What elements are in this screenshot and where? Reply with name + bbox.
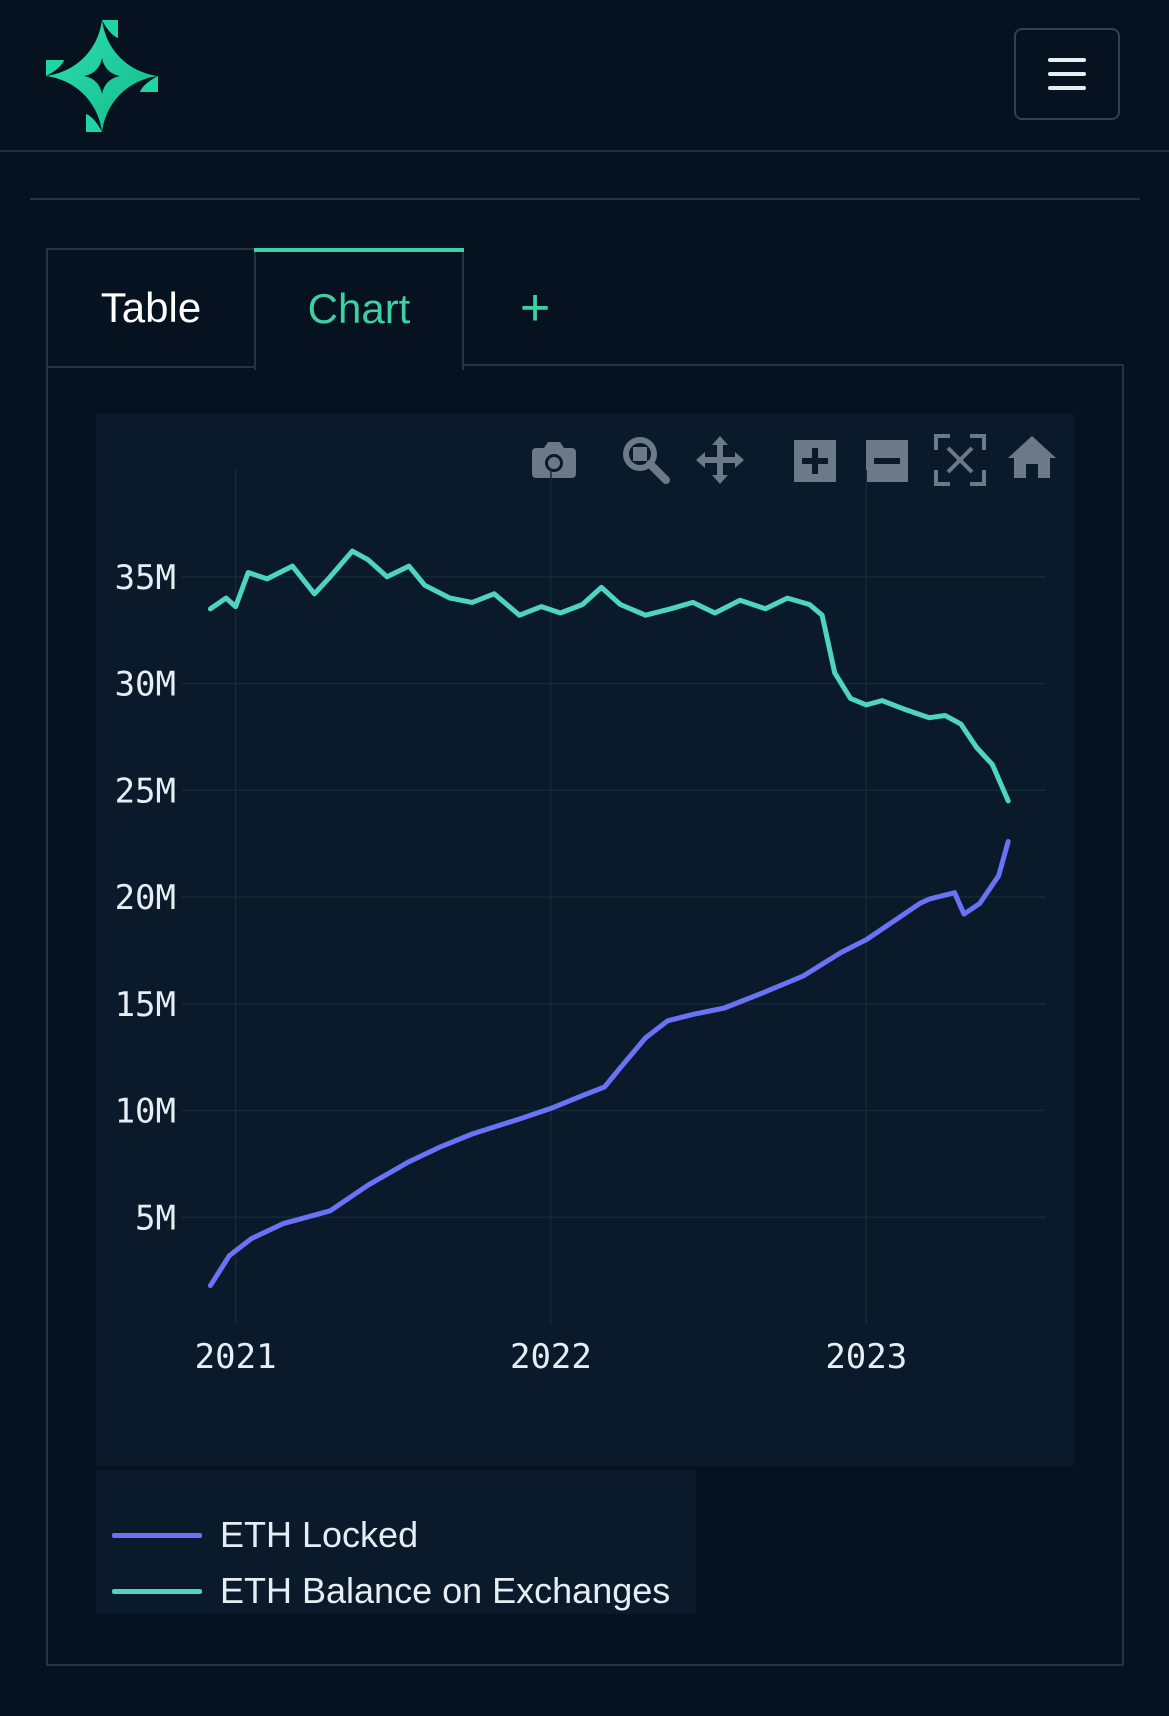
- series-lines: [207, 548, 1011, 1289]
- y-tick-label: 30M: [115, 665, 176, 705]
- camera-icon[interactable]: [532, 442, 576, 478]
- legend: ETH Locked ETH Balance on Exchanges: [96, 1470, 696, 1614]
- zoom-icon[interactable]: [623, 437, 670, 484]
- y-axis: 5M 10M 15M 20M 25M 30M 35M: [115, 558, 176, 1239]
- zoom-in-icon[interactable]: [794, 440, 836, 482]
- y-tick-label: 5M: [135, 1198, 176, 1238]
- y-tick-label: 25M: [115, 771, 176, 811]
- grid: [182, 470, 1046, 1324]
- x-tick-label: 2021: [195, 1337, 277, 1377]
- menu-button[interactable]: [1014, 28, 1120, 120]
- section-divider: [30, 198, 1140, 200]
- reset-home-icon[interactable]: [1008, 436, 1056, 478]
- x-tick-label: 2023: [825, 1337, 907, 1377]
- hamburger-menu-icon: [1048, 58, 1086, 62]
- x-axis: 2021 2022 2023: [195, 1337, 908, 1377]
- legend-swatch: [112, 1588, 202, 1594]
- y-tick-label: 15M: [115, 985, 176, 1025]
- sparkle-logo-icon[interactable]: [46, 20, 158, 132]
- plot-background: [96, 414, 1074, 1466]
- tab-chart[interactable]: Chart: [254, 248, 464, 370]
- legend-item-eth-balance-on-exchanges[interactable]: ETH Balance on Exchanges: [112, 1570, 670, 1612]
- x-tick-label: 2022: [510, 1337, 592, 1377]
- tab-table[interactable]: Table: [46, 248, 254, 368]
- legend-swatch: [112, 1532, 202, 1538]
- y-tick-label: 35M: [115, 558, 176, 598]
- add-tab-button[interactable]: +: [519, 279, 551, 337]
- autoscale-icon[interactable]: [934, 434, 986, 486]
- line-chart[interactable]: 5M 10M 15M 20M 25M 30M 35M 2021 2022 2023: [96, 414, 1074, 1466]
- modebar: [532, 434, 1056, 486]
- zoom-out-icon[interactable]: [866, 440, 908, 482]
- series-line-eth-locked[interactable]: [207, 839, 1011, 1289]
- legend-label: ETH Balance on Exchanges: [220, 1570, 671, 1611]
- y-tick-label: 20M: [115, 878, 176, 918]
- legend-label: ETH Locked: [220, 1514, 419, 1555]
- y-tick-label: 10M: [115, 1092, 176, 1132]
- panel-border: [462, 364, 1124, 366]
- pan-icon[interactable]: [696, 436, 744, 484]
- top-bar: [0, 0, 1169, 152]
- series-line-eth-balance-on-exchanges[interactable]: [207, 548, 1011, 804]
- chart-panel: [46, 366, 1124, 1666]
- legend-item-eth-locked[interactable]: ETH Locked: [112, 1514, 418, 1556]
